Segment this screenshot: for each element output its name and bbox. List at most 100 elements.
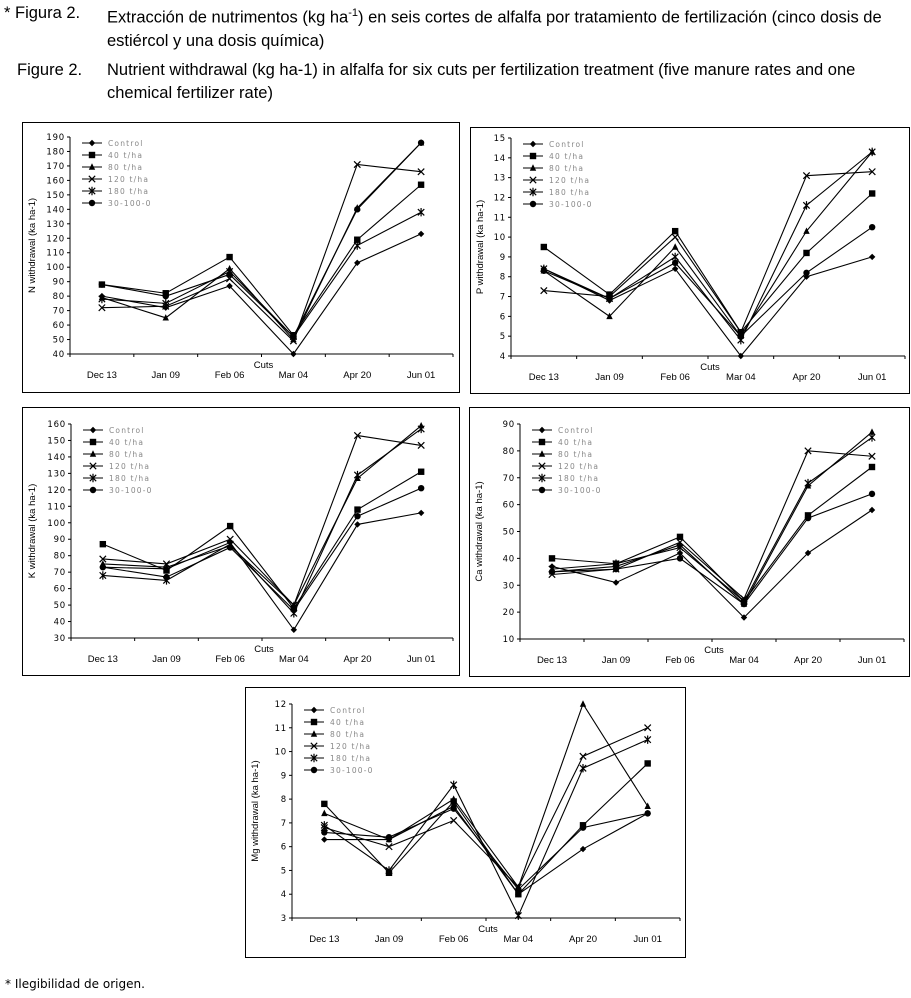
chart-panel-n: 40 50 60 70 80 90 100 110 120 130 140 150 160 170 180 1… (22, 122, 460, 393)
legend-marker (310, 730, 318, 737)
legend-marker (89, 486, 97, 494)
y-tick-label: 30 (503, 581, 515, 591)
data-point (417, 230, 425, 238)
legend-marker (89, 473, 97, 483)
data-point (162, 304, 169, 311)
series-line (324, 807, 648, 891)
y-tick-label: 13 (494, 174, 506, 184)
data-point (99, 555, 107, 563)
y-tick-label: 40 (53, 350, 65, 360)
legend-marker (529, 200, 537, 208)
data-point (803, 249, 810, 257)
data-point (804, 514, 812, 522)
series-control (548, 506, 876, 621)
data-point (99, 564, 107, 571)
legend-marker (88, 186, 96, 196)
y-tick-label: 140 (46, 205, 65, 215)
series-line (551, 466, 873, 603)
data-point (226, 253, 233, 261)
legend-label: 180 t/ha (330, 754, 371, 763)
legend-label: 40 t/ha (549, 152, 584, 161)
data-point (417, 441, 425, 450)
x-axis-label: Cuts (478, 924, 498, 935)
data-point (98, 304, 106, 312)
legend-label: 30-100-0 (330, 766, 374, 775)
legend-label: Control (108, 139, 144, 148)
y-tick-label: 40 (54, 618, 66, 628)
data-point (417, 181, 425, 188)
series-40-t-ha (548, 463, 876, 605)
y-tick-label: 11 (494, 213, 506, 223)
y-tick-label: 60 (53, 321, 65, 331)
legend-label: 120 t/ha (330, 742, 371, 751)
data-point (417, 509, 425, 517)
data-point (548, 555, 556, 562)
x-tick-label: Jan 09 (375, 934, 404, 945)
legend-label: 180 t/ha (558, 474, 599, 483)
data-point (548, 568, 556, 576)
y-tick-label: 140 (47, 453, 66, 463)
legend-marker (88, 175, 96, 183)
data-point (740, 600, 748, 608)
y-tick-label: 4 (500, 352, 506, 362)
x-axis-label: Cuts (704, 645, 724, 656)
y-tick-label: 60 (503, 501, 515, 511)
data-point (579, 845, 587, 853)
y-tick-label: 20 (503, 608, 515, 618)
series-line (102, 425, 422, 606)
legend-label: 180 t/ha (109, 474, 150, 483)
y-tick-label: 110 (46, 249, 65, 259)
data-point (226, 271, 233, 278)
series-80-t-ha (99, 421, 425, 608)
legend-marker (310, 766, 318, 774)
data-point (804, 478, 812, 488)
data-point (162, 292, 169, 300)
y-tick-label: 150 (46, 191, 65, 201)
footnote: * Ilegibilidad de origen. (5, 977, 145, 991)
y-axis-label: Ca withdrawal (ka ha-1) (474, 481, 485, 581)
y-tick-label: 70 (54, 568, 66, 578)
chart-panel-p: 4 5 6 7 8 9 10 11 12 13 14 15 Dec 13 Jan 09 Feb 06 Mar … (470, 127, 910, 394)
x-tick-label: Jun 01 (858, 655, 887, 666)
series-line (101, 142, 422, 338)
y-tick-label: 8 (281, 795, 287, 805)
x-tick-label: Dec 13 (88, 654, 118, 665)
data-point (354, 521, 361, 528)
legend-marker (538, 450, 546, 457)
legend-label: 80 t/ha (108, 163, 143, 172)
legend-marker (529, 187, 537, 197)
x-tick-label: Apr 20 (343, 370, 371, 381)
series-80-t-ha (98, 139, 425, 343)
chart-panel-ca: 10 20 30 40 50 60 70 80 90 Dec 13 Jan 09 Feb 06 Mar … (469, 407, 910, 677)
data-point (868, 190, 876, 197)
series-line (102, 434, 422, 607)
legend-label: 80 t/ha (558, 450, 593, 459)
legend-label: 180 t/ha (549, 188, 590, 197)
data-point (450, 816, 458, 825)
x-tick-label: Jan 09 (152, 654, 181, 665)
series-line (101, 233, 422, 355)
y-tick-label: 70 (503, 474, 515, 484)
series-line (543, 171, 873, 334)
figure-number-es: * Figura 2. (4, 4, 81, 22)
data-point (868, 433, 876, 442)
y-tick-label: 120 (47, 486, 66, 496)
data-point (98, 281, 106, 288)
series-30-100-0 (98, 139, 425, 340)
caption-spanish: * Figura 2. Extracción de nutrimentos (k… (4, 2, 909, 50)
data-point (417, 468, 425, 475)
legend-marker (88, 199, 96, 207)
y-tick-label: 15 (494, 134, 506, 144)
data-point (676, 538, 684, 546)
series-line (101, 211, 422, 338)
data-point (321, 836, 328, 843)
data-point (868, 223, 876, 231)
series-line (551, 509, 873, 619)
y-tick-label: 6 (281, 843, 287, 853)
y-tick-label: 80 (503, 447, 515, 457)
legend-marker (89, 462, 97, 470)
y-tick-label: 10 (275, 748, 287, 758)
x-axis-label: Cuts (254, 644, 274, 655)
x-tick-label: Feb 06 (665, 655, 695, 666)
legend: Control 40 t/ha 80 t/ha 120 t/ha 180 t/ha 30-… (523, 140, 591, 209)
